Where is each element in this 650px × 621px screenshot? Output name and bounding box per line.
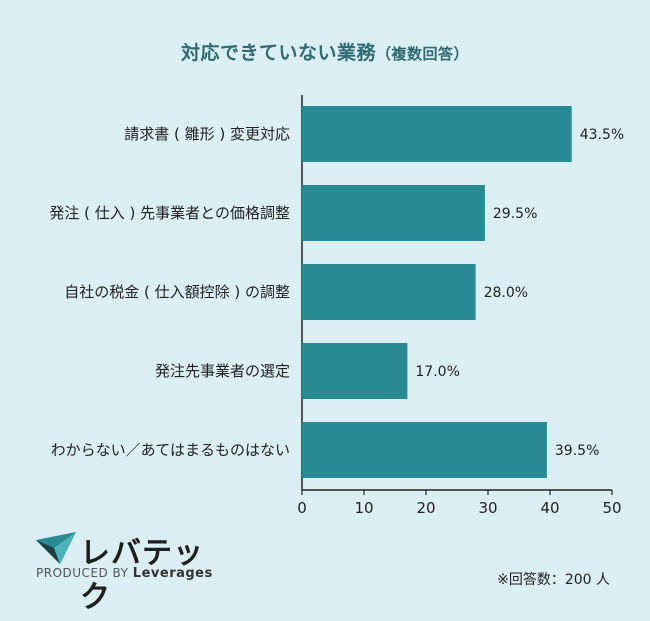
bar	[302, 264, 476, 320]
x-tick-label: 30	[478, 499, 497, 517]
category-label: わからない／あてはまるものはない	[51, 441, 290, 459]
x-tick-label: 20	[416, 499, 435, 517]
x-tick-label: 10	[354, 499, 373, 517]
data-label: 29.5%	[493, 206, 537, 222]
levtech-logo: レバテック PRODUCED BY Leverages	[34, 528, 234, 615]
chart-title-text: 対応できていない業務	[180, 42, 376, 64]
data-label: 28.0%	[484, 285, 528, 301]
response-count-note: ※回答数：200 人	[497, 572, 610, 588]
bar	[302, 106, 572, 162]
bar	[302, 185, 485, 241]
logo-wordmark: レバテック	[80, 536, 204, 615]
x-tick-label: 0	[297, 499, 307, 517]
data-label: 17.0%	[415, 364, 459, 380]
bar	[302, 422, 547, 478]
category-label: 発注先事業者の選定	[155, 362, 290, 380]
category-label: 発注 ( 仕入 ) 先事業者との価格調整	[49, 204, 290, 222]
brand-name: Leverages	[132, 566, 213, 581]
bar	[302, 343, 408, 399]
category-label: 請求書 ( 雛形 ) 変更対応	[124, 125, 290, 143]
data-label: 43.5%	[580, 127, 624, 143]
x-tick-label: 50	[602, 499, 621, 517]
logo-produced-by: PRODUCED BY Leverages	[36, 566, 213, 581]
logo-mark-icon	[36, 532, 76, 564]
produced-by-text: PRODUCED BY	[36, 566, 129, 580]
category-label: 自社の税金 ( 仕入額控除 ) の調整	[64, 283, 290, 301]
chart-subtitle: （複数回答）	[376, 45, 470, 63]
x-tick-label: 40	[540, 499, 559, 517]
data-label: 39.5%	[555, 443, 599, 459]
chart-title: 対応できていない業務（複数回答）	[0, 38, 650, 65]
